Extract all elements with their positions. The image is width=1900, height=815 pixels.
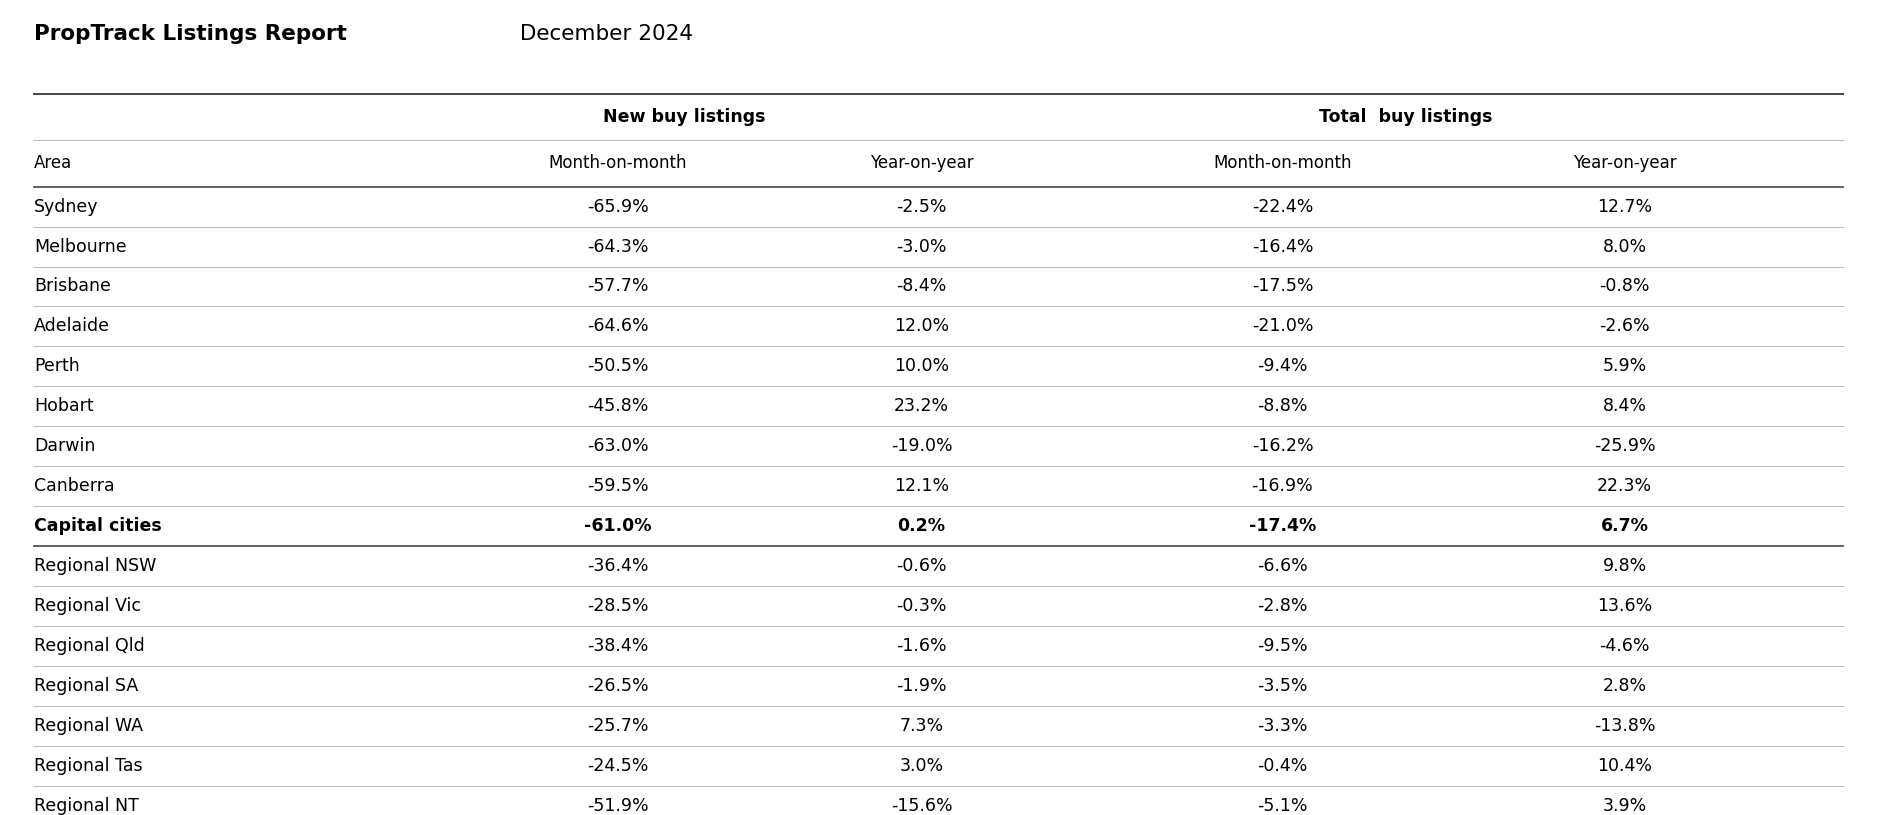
Text: -28.5%: -28.5% xyxy=(587,597,648,615)
Text: -3.5%: -3.5% xyxy=(1258,676,1307,695)
Text: -63.0%: -63.0% xyxy=(587,437,648,456)
Text: -9.4%: -9.4% xyxy=(1258,357,1307,376)
Text: -8.4%: -8.4% xyxy=(897,277,946,296)
Text: -16.4%: -16.4% xyxy=(1252,237,1313,256)
Text: -57.7%: -57.7% xyxy=(587,277,648,296)
Text: 12.0%: 12.0% xyxy=(893,317,950,336)
Text: Regional SA: Regional SA xyxy=(34,676,139,695)
Text: -9.5%: -9.5% xyxy=(1258,637,1307,655)
Text: -36.4%: -36.4% xyxy=(587,557,648,575)
Text: -22.4%: -22.4% xyxy=(1252,197,1313,216)
Text: Month-on-month: Month-on-month xyxy=(549,154,686,173)
Text: -1.9%: -1.9% xyxy=(897,676,946,695)
Text: -65.9%: -65.9% xyxy=(587,197,648,216)
Text: 3.0%: 3.0% xyxy=(899,756,944,775)
Text: -50.5%: -50.5% xyxy=(587,357,648,376)
Text: December 2024: December 2024 xyxy=(513,24,694,45)
Text: 7.3%: 7.3% xyxy=(899,716,944,735)
Text: -64.6%: -64.6% xyxy=(587,317,648,336)
Text: 0.2%: 0.2% xyxy=(897,517,946,535)
Text: -2.5%: -2.5% xyxy=(897,197,946,216)
Text: -21.0%: -21.0% xyxy=(1252,317,1313,336)
Text: -3.3%: -3.3% xyxy=(1258,716,1307,735)
Text: -25.7%: -25.7% xyxy=(587,716,648,735)
Text: -0.4%: -0.4% xyxy=(1258,756,1307,775)
Text: Regional Tas: Regional Tas xyxy=(34,756,142,775)
Text: Brisbane: Brisbane xyxy=(34,277,110,296)
Text: -6.6%: -6.6% xyxy=(1258,557,1307,575)
Text: Area: Area xyxy=(34,154,72,173)
Text: 6.7%: 6.7% xyxy=(1600,517,1649,535)
Text: -16.9%: -16.9% xyxy=(1252,477,1313,496)
Text: Regional NT: Regional NT xyxy=(34,796,139,815)
Text: -2.8%: -2.8% xyxy=(1258,597,1307,615)
Text: -45.8%: -45.8% xyxy=(587,397,648,416)
Text: 10.0%: 10.0% xyxy=(893,357,950,376)
Text: -16.2%: -16.2% xyxy=(1252,437,1313,456)
Text: -51.9%: -51.9% xyxy=(587,796,648,815)
Text: 9.8%: 9.8% xyxy=(1602,557,1647,575)
Text: New buy listings: New buy listings xyxy=(602,108,766,126)
Text: -26.5%: -26.5% xyxy=(587,676,648,695)
Text: Year-on-year: Year-on-year xyxy=(1573,154,1676,173)
Text: Adelaide: Adelaide xyxy=(34,317,110,336)
Text: Regional Vic: Regional Vic xyxy=(34,597,141,615)
Text: -25.9%: -25.9% xyxy=(1594,437,1655,456)
Text: Regional WA: Regional WA xyxy=(34,716,142,735)
Text: -17.4%: -17.4% xyxy=(1248,517,1317,535)
Text: 12.1%: 12.1% xyxy=(893,477,950,496)
Text: -19.0%: -19.0% xyxy=(891,437,952,456)
Text: -17.5%: -17.5% xyxy=(1252,277,1313,296)
Text: -1.6%: -1.6% xyxy=(897,637,946,655)
Text: -8.8%: -8.8% xyxy=(1258,397,1307,416)
Text: -13.8%: -13.8% xyxy=(1594,716,1655,735)
Text: 12.7%: 12.7% xyxy=(1596,197,1653,216)
Text: Sydney: Sydney xyxy=(34,197,99,216)
Text: Canberra: Canberra xyxy=(34,477,114,496)
Text: -2.6%: -2.6% xyxy=(1600,317,1649,336)
Text: -0.8%: -0.8% xyxy=(1600,277,1649,296)
Text: 3.9%: 3.9% xyxy=(1602,796,1647,815)
Text: Regional NSW: Regional NSW xyxy=(34,557,156,575)
Text: 2.8%: 2.8% xyxy=(1602,676,1647,695)
Text: -4.6%: -4.6% xyxy=(1600,637,1649,655)
Text: Month-on-month: Month-on-month xyxy=(1214,154,1351,173)
Text: Year-on-year: Year-on-year xyxy=(870,154,973,173)
Text: Total  buy listings: Total buy listings xyxy=(1319,108,1493,126)
Text: 8.4%: 8.4% xyxy=(1602,397,1647,416)
Text: PropTrack Listings Report: PropTrack Listings Report xyxy=(34,24,348,45)
Text: -24.5%: -24.5% xyxy=(587,756,648,775)
Text: 13.6%: 13.6% xyxy=(1596,597,1653,615)
Text: Perth: Perth xyxy=(34,357,80,376)
Text: -3.0%: -3.0% xyxy=(897,237,946,256)
Text: 23.2%: 23.2% xyxy=(893,397,950,416)
Text: Capital cities: Capital cities xyxy=(34,517,162,535)
Text: 10.4%: 10.4% xyxy=(1598,756,1651,775)
Text: -0.3%: -0.3% xyxy=(897,597,946,615)
Text: -38.4%: -38.4% xyxy=(587,637,648,655)
Text: -61.0%: -61.0% xyxy=(583,517,652,535)
Text: Regional Qld: Regional Qld xyxy=(34,637,144,655)
Text: Hobart: Hobart xyxy=(34,397,93,416)
Text: -15.6%: -15.6% xyxy=(891,796,952,815)
Text: Melbourne: Melbourne xyxy=(34,237,127,256)
Text: Darwin: Darwin xyxy=(34,437,95,456)
Text: -59.5%: -59.5% xyxy=(587,477,648,496)
Text: -5.1%: -5.1% xyxy=(1258,796,1307,815)
Text: -0.6%: -0.6% xyxy=(897,557,946,575)
Text: 8.0%: 8.0% xyxy=(1602,237,1647,256)
Text: 5.9%: 5.9% xyxy=(1602,357,1647,376)
Text: 22.3%: 22.3% xyxy=(1596,477,1653,496)
Text: -64.3%: -64.3% xyxy=(587,237,648,256)
